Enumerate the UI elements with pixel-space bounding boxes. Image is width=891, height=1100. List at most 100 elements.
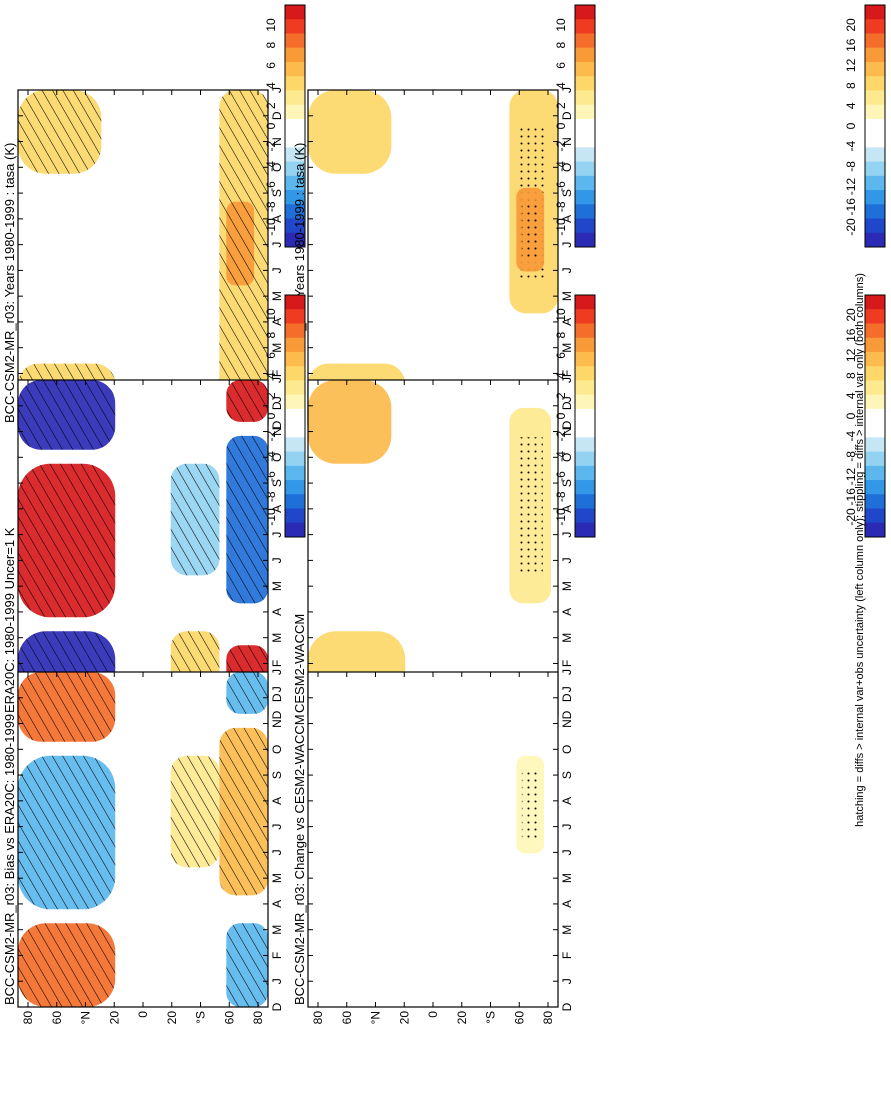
colorbar-swatch	[575, 161, 595, 177]
colorbar-swatch	[575, 175, 595, 191]
month-tick-label: A	[270, 318, 284, 326]
month-tick-label: D	[560, 710, 574, 719]
lat-tick-label: 80	[21, 1011, 35, 1025]
colorbar-label: 20	[844, 18, 858, 32]
lat-tick-label: °S	[484, 1011, 498, 1024]
month-tick-label: A	[560, 318, 574, 326]
month-tick-label: S	[270, 189, 284, 197]
colorbar-label: 10	[554, 308, 568, 322]
month-tick-label: J	[560, 87, 574, 93]
colorbar-swatch	[865, 218, 885, 234]
month-tick-label: N	[270, 719, 284, 728]
colorbar-swatch	[285, 204, 305, 219]
colorbar-swatch	[575, 480, 595, 495]
month-tick-label: J	[560, 849, 574, 855]
colorbar-label: -16	[844, 488, 858, 506]
month-tick-label: M	[560, 581, 574, 591]
stippling-core-south	[521, 200, 539, 259]
month-tick-label: F	[270, 660, 284, 667]
colorbar-swatch	[285, 76, 305, 91]
colorbar-label: -4	[264, 451, 278, 462]
colorbar-swatch	[285, 133, 305, 148]
month-tick-label: J	[270, 532, 284, 538]
month-tick-label: F	[560, 660, 574, 667]
colorbar-label: 10	[264, 18, 278, 32]
colorbar-swatch	[575, 147, 595, 162]
colorbar-swatch	[865, 522, 885, 538]
colorbar-label: 4	[554, 82, 568, 89]
month-tick-label: M	[560, 291, 574, 301]
colorbar-p_right_bot: 20 16 12 8 4 0 -4 -8 -12 -16 -20	[844, 294, 886, 538]
month-tick-label: J	[270, 686, 284, 692]
colorbar-swatch	[865, 133, 885, 148]
colorbar-swatch	[285, 147, 305, 162]
month-tick-label: N	[560, 137, 574, 146]
colorbar-p_right_mid: 10 8 6 4 2 0 -2 -4 -6 -8 -10	[554, 294, 596, 538]
month-tick-label: J	[270, 669, 284, 675]
colorbar-label: -10	[554, 508, 568, 526]
colorbar-label: 10	[264, 308, 278, 322]
month-tick-label: J	[560, 377, 574, 383]
colorbar-frame	[284, 294, 306, 538]
colorbar-swatch	[285, 232, 305, 248]
figure-footnote: hatching = diffs > internal var+obs unce…	[854, 273, 866, 827]
month-tick-label: D	[270, 693, 284, 702]
hatching-pole-winter	[226, 435, 268, 604]
colorbar-swatch	[285, 522, 305, 538]
month-tick-label: N	[270, 427, 284, 436]
colorbar-swatch	[285, 218, 305, 234]
panel-title: BCC-CSM2-MR_r03: Bias vs ERA20C: 1980-19…	[2, 714, 17, 1005]
month-tick-label: M	[270, 925, 284, 935]
colorbar-swatch	[575, 323, 595, 339]
colorbar-label: -4	[844, 431, 858, 442]
colorbar-swatch	[575, 61, 595, 77]
hatching-south-winter	[170, 463, 220, 576]
stippling-south-winter	[521, 770, 539, 839]
month-tick-label: J	[560, 669, 574, 675]
colorbar-swatch	[575, 508, 595, 524]
colorbar-swatch	[575, 465, 595, 481]
colorbar-swatch	[865, 451, 885, 467]
month-tick-label: F	[560, 370, 574, 377]
month-tick-label: M	[560, 633, 574, 643]
hatching-south-winter	[170, 755, 220, 868]
colorbar-swatch	[285, 295, 305, 310]
month-tick-label: A	[560, 505, 574, 513]
colorbar-swatch	[575, 437, 595, 452]
colorbar-swatch	[285, 394, 305, 410]
month-tick-label: O	[560, 453, 574, 462]
lat-tick-label: 80	[311, 1011, 325, 1025]
stippling-band-south	[517, 437, 543, 575]
colorbar-label: 6	[264, 352, 278, 359]
colorbar-label: 0	[844, 122, 858, 129]
colorbar-label: -8	[264, 201, 278, 212]
colorbar-label: 2	[264, 392, 278, 399]
colorbar-swatch	[865, 480, 885, 495]
hatching-north-summer	[18, 755, 116, 910]
month-tick-label: O	[560, 745, 574, 754]
colorbar-label: 16	[844, 38, 858, 52]
month-tick-label: S	[270, 771, 284, 779]
colorbar-swatch	[865, 366, 885, 381]
colorbar-swatch	[285, 323, 305, 339]
hatching-north-late	[18, 672, 116, 742]
month-tick-label: N	[560, 427, 574, 436]
contour-band-north-autumn	[308, 380, 392, 464]
month-tick-label: D	[560, 401, 574, 410]
colorbar-swatch	[285, 366, 305, 381]
month-tick-label: A	[270, 505, 284, 513]
colorbar-label: 0	[844, 412, 858, 419]
colorbar-swatch	[575, 423, 595, 438]
month-tick-label: J	[560, 532, 574, 538]
colorbar-swatch	[575, 295, 595, 310]
colorbar-swatch	[865, 337, 885, 353]
month-tick-label: M	[270, 873, 284, 883]
colorbar-label: 0	[264, 122, 278, 129]
colorbar-swatch	[865, 437, 885, 452]
lat-tick-label: 80	[541, 1011, 555, 1025]
colorbar-swatch	[865, 309, 885, 324]
colorbar-frame	[284, 4, 306, 248]
month-tick-label: J	[270, 849, 284, 855]
